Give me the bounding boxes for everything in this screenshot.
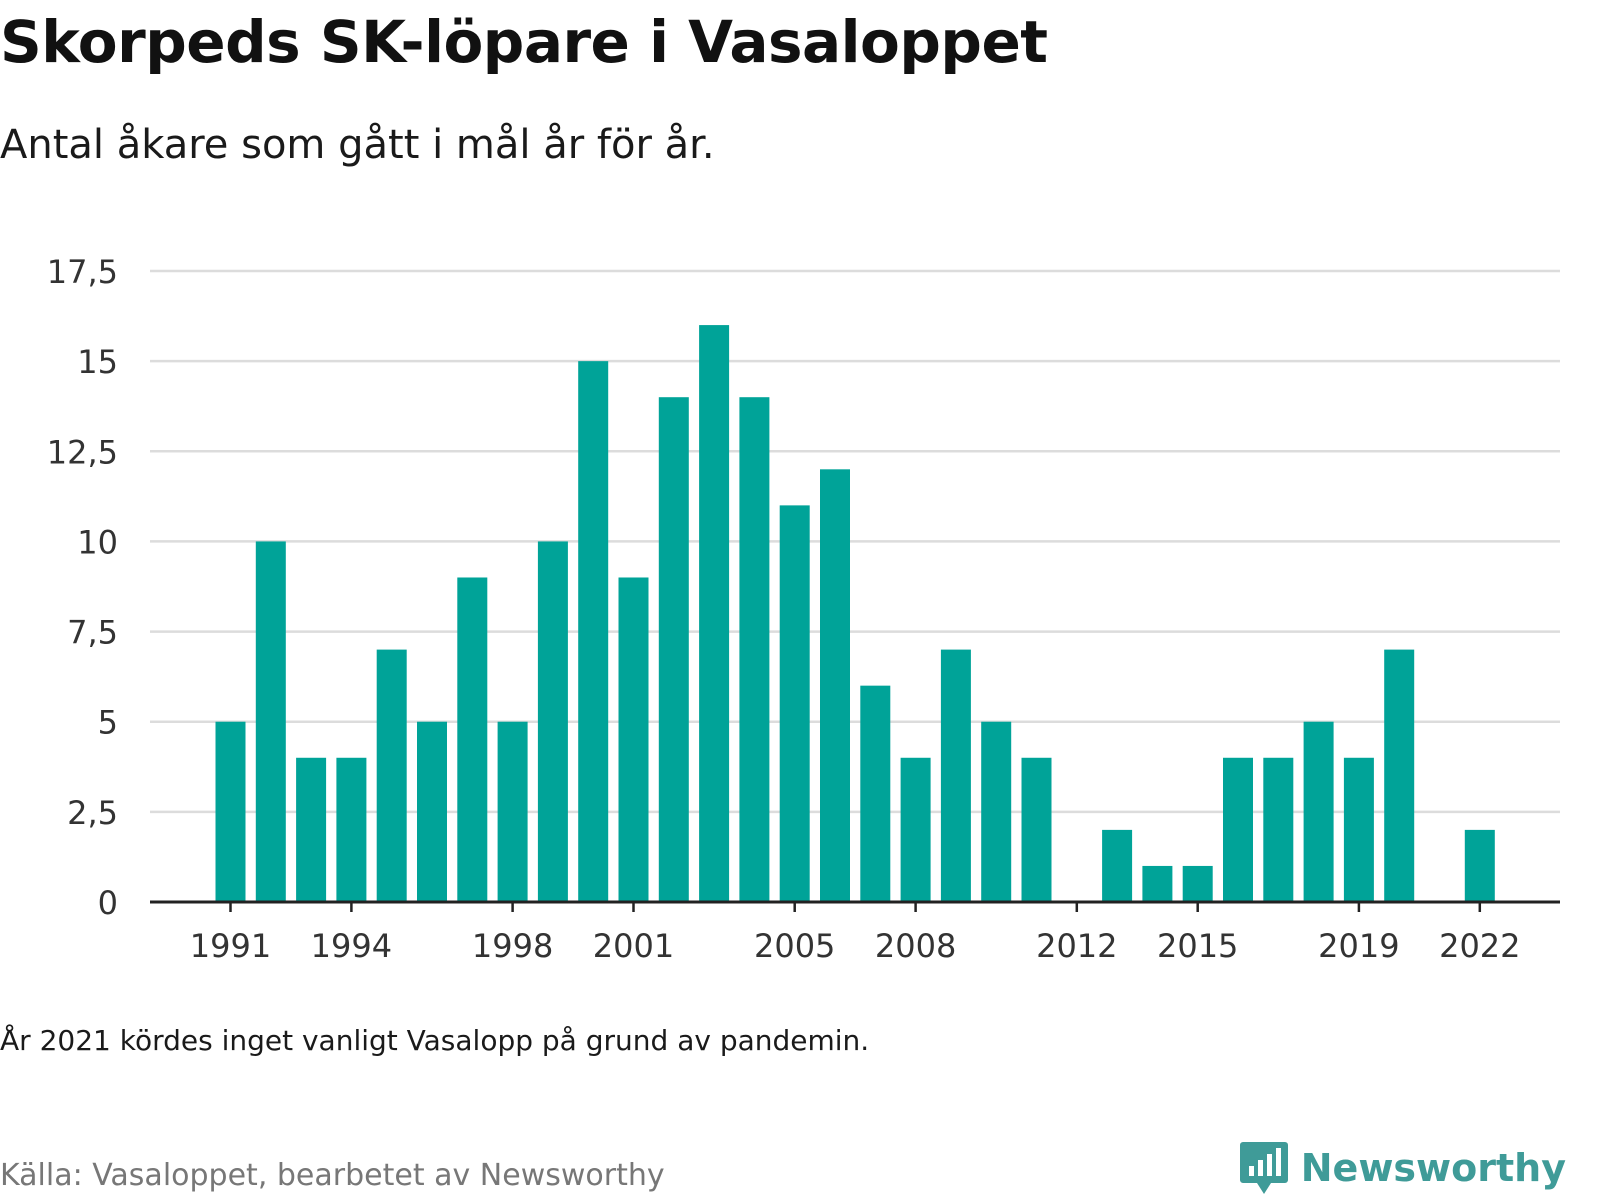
brand-name: Newsworthy	[1300, 1146, 1566, 1190]
bar-2010	[981, 721, 1012, 902]
bar-2015	[1182, 865, 1213, 902]
brand-logo: Newsworthy	[1239, 1140, 1566, 1196]
bar-2003	[699, 325, 730, 903]
y-axis-labels: 0 2,5 5 7,5 10 12,5 15 17,5	[47, 253, 118, 922]
bar-2002	[658, 397, 689, 902]
footnote: År 2021 kördes inget vanligt Vasalopp på…	[0, 1024, 870, 1057]
y-tick-label: 17,5	[47, 253, 118, 291]
bar-1998	[497, 721, 528, 902]
bar-2014	[1142, 865, 1173, 902]
bar-1993	[296, 757, 327, 902]
bar-2004	[739, 397, 770, 902]
bar-2019	[1343, 757, 1374, 902]
y-tick-label: 10	[77, 523, 118, 561]
grid-lines	[150, 269, 1560, 814]
bar-2008	[900, 757, 931, 902]
x-tick-label: 2001	[593, 927, 674, 965]
bar-2007	[860, 685, 891, 902]
bar-2022	[1464, 829, 1495, 902]
chart-title: Skorpeds SK-löpare i Vasaloppet	[0, 8, 1048, 76]
bar-1991	[215, 721, 246, 902]
y-tick-label: 2,5	[67, 794, 118, 832]
bar-1999	[537, 541, 568, 902]
x-tick-label: 1998	[472, 927, 553, 965]
bar-chart: 0 2,5 5 7,5 10 12,5 15 17,5 1991 1994 1998 2001 200…	[47, 253, 1560, 965]
bar-2013	[1102, 829, 1133, 902]
y-tick-label: 5	[98, 704, 118, 742]
bar-1992	[255, 541, 286, 902]
bar-1994	[336, 757, 367, 902]
bar-2000	[578, 361, 609, 903]
chart-subtitle: Antal åkare som gått i mål år för år.	[0, 122, 715, 168]
x-tick-label: 2022	[1439, 927, 1520, 965]
bar-2017	[1263, 757, 1294, 902]
x-tick-label: 2008	[875, 927, 956, 965]
x-tick-label: 1991	[190, 927, 271, 965]
x-tick-label: 2012	[1036, 927, 1117, 965]
x-tick-label: 1994	[311, 927, 392, 965]
bar-2009	[940, 649, 971, 902]
x-tick-label: 2015	[1157, 927, 1238, 965]
y-tick-label: 0	[98, 884, 118, 922]
bar-2016	[1223, 757, 1253, 902]
bar-2005	[779, 505, 810, 902]
x-tick-label: 2005	[754, 927, 835, 965]
source-note: Källa: Vasaloppet, bearbetet av Newswort…	[0, 1158, 665, 1193]
bar-1997	[457, 577, 488, 902]
bar-2020	[1384, 649, 1415, 902]
bar-2011	[1021, 757, 1052, 902]
newsworthy-logo-icon	[1239, 1142, 1288, 1194]
y-tick-label: 15	[77, 343, 118, 381]
bar-2006	[820, 469, 850, 902]
y-tick-label: 12,5	[47, 433, 118, 471]
bar-2018	[1303, 721, 1334, 902]
bar-1995	[376, 649, 407, 902]
x-tick-label: 2019	[1318, 927, 1399, 965]
bars	[215, 325, 1495, 903]
x-axis: 1991 1994 1998 2001 2005 2008 2012 2015 2019 2022	[150, 900, 1560, 965]
bar-2001	[618, 577, 649, 902]
y-tick-label: 7,5	[67, 614, 118, 652]
bar-1996	[417, 721, 447, 902]
